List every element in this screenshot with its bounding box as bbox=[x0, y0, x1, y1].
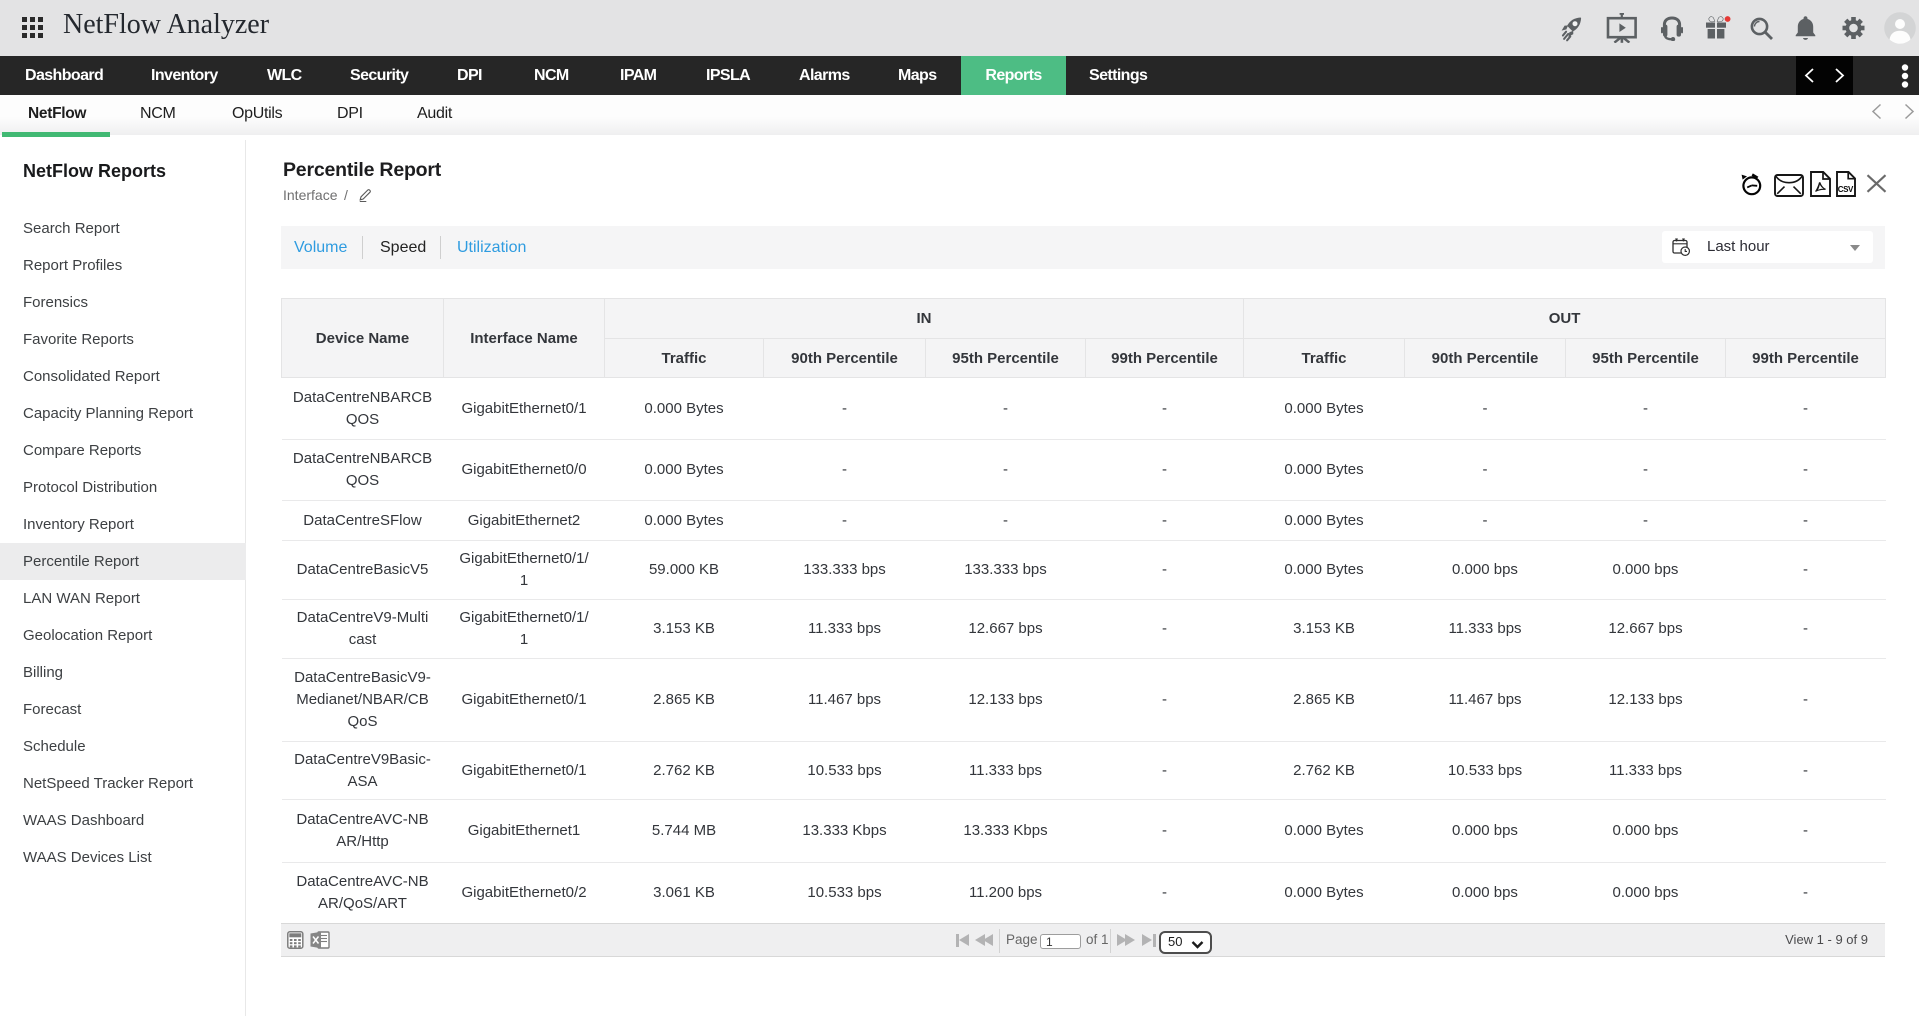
svg-text:CSV: CSV bbox=[1838, 185, 1854, 194]
